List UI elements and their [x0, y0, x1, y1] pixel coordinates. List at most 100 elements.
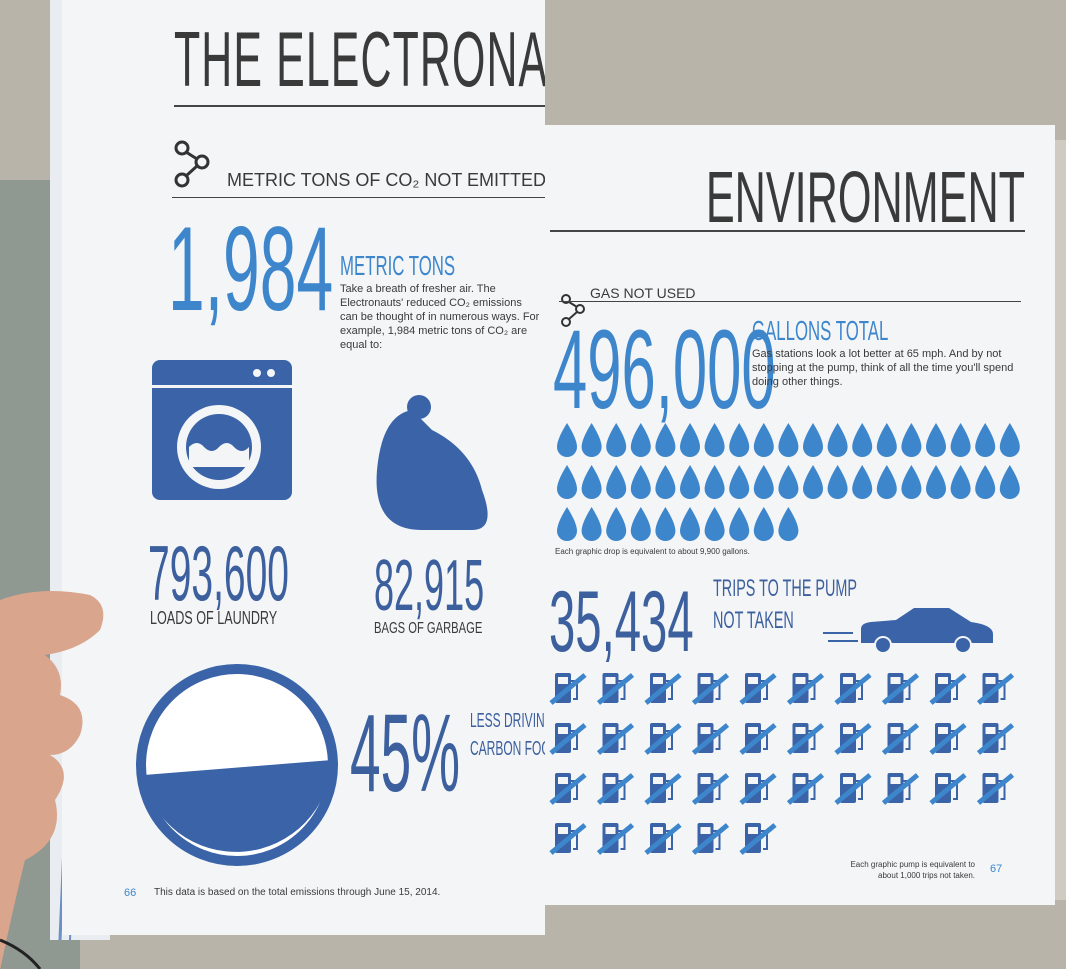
icon-part: [739, 823, 777, 855]
icon-part: [975, 423, 996, 457]
icon: [561, 294, 585, 327]
icon-part: [985, 777, 996, 784]
pump-grid: [549, 673, 1015, 855]
page-title: THE ELECTRONAUT EFFECT: [174, 15, 545, 103]
icon-part: [549, 823, 587, 855]
icon-part: [890, 727, 901, 734]
icon-part: [700, 827, 711, 834]
icon-part: [680, 423, 700, 457]
big-number: 496,000: [553, 307, 776, 432]
icon-part: [753, 423, 774, 457]
icon-part: [881, 723, 920, 755]
icon-part: [795, 777, 806, 784]
icon-part: [985, 727, 996, 734]
note: about 1,000 trips not taken.: [878, 871, 975, 880]
icon-part: [700, 727, 711, 734]
icon-part: [926, 465, 946, 499]
icon-part: [999, 423, 1020, 457]
icon-part: [653, 727, 663, 734]
icon-part: [558, 727, 568, 734]
trips-label: NOT TAKEN: [713, 607, 794, 634]
section-heading: GAS NOT USED: [590, 285, 696, 301]
icon-part: [605, 727, 616, 734]
trips-number: 35,434: [549, 574, 694, 670]
icon-part: [704, 465, 725, 499]
icon-part: [653, 777, 663, 784]
icon-part: [976, 723, 1015, 755]
section-heading: METRIC TONS OF CO₂ NOT EMITTED: [227, 170, 545, 190]
icons: [152, 360, 488, 530]
drop-grid: [557, 423, 1020, 541]
gauge: [136, 664, 338, 866]
big-number: 1,984: [168, 202, 334, 336]
icon-part: [748, 727, 758, 734]
icon-part: [876, 423, 897, 457]
icon-part: [644, 723, 682, 755]
icon-part: [901, 465, 922, 499]
icon-part: [549, 773, 587, 805]
icon-part: [557, 465, 577, 499]
icon-part: [581, 507, 602, 541]
rule: [174, 105, 545, 107]
icon-part: [558, 677, 568, 684]
icon-part: [691, 673, 730, 705]
icon-part: [691, 823, 730, 855]
trips-label: TRIPS TO THE PUMP: [713, 575, 858, 602]
percent: 45%: [350, 692, 461, 815]
rule: [172, 197, 545, 198]
icon-part: [596, 823, 635, 855]
icon-part: [881, 673, 920, 705]
stat-label: LOADS OF LAUNDRY: [150, 608, 278, 628]
icon-part: [655, 507, 676, 541]
icon-part: [581, 423, 602, 457]
icon-part: [549, 673, 587, 705]
icon-part: [834, 773, 872, 805]
icon-part: [729, 465, 750, 499]
icon-part: [926, 423, 946, 457]
icon-part: [606, 507, 627, 541]
icon-part: [653, 677, 663, 684]
icon-part: [700, 677, 711, 684]
icon-part: [605, 677, 616, 684]
icon-part: [778, 507, 799, 541]
icon-part: [605, 827, 616, 834]
icon-part: [778, 423, 799, 457]
icon-part: [843, 777, 853, 784]
icon-part: [938, 677, 948, 684]
left-page: THE ELECTRONAUT EFFECT METRIC TONS OF CO…: [62, 0, 545, 935]
icon-part: [938, 777, 948, 784]
page-title: ENVIRONMENT: [705, 158, 1025, 238]
icon-part: [852, 423, 873, 457]
unit-heading: GALLONS TOTAL: [752, 315, 889, 346]
icon-part: [680, 465, 700, 499]
icon-part: [876, 465, 897, 499]
icon-part: [901, 423, 922, 457]
unit-heading: METRIC TONS: [340, 250, 456, 281]
icon-part: [630, 465, 651, 499]
stat-value: 793,600: [148, 529, 289, 617]
icon-part: [753, 507, 774, 541]
icon-part: [581, 465, 602, 499]
icon-part: [976, 773, 1015, 805]
icon-part: [786, 723, 825, 755]
icon-part: [739, 773, 777, 805]
icon-part: [704, 507, 725, 541]
icon-part: [843, 677, 853, 684]
icon-part: [606, 465, 627, 499]
icon-part: [748, 777, 758, 784]
icon-part: [691, 773, 730, 805]
icon-part: [786, 773, 825, 805]
icon-part: [630, 423, 651, 457]
icon-part: [729, 423, 750, 457]
icon-part: [985, 677, 996, 684]
icon-part: [748, 827, 758, 834]
icon-part: [653, 827, 663, 834]
icon-part: [691, 723, 730, 755]
icon-part: [938, 727, 948, 734]
icon-part: [827, 465, 848, 499]
right-page: ENVIRONMENT GAS NOT USED 496,000 GALLONS…: [545, 125, 1055, 905]
body-text: Take a breath of fresher air. The Electr…: [340, 283, 540, 351]
icon-part: [558, 777, 568, 784]
percent-label: LESS DRIVING: [470, 710, 545, 732]
